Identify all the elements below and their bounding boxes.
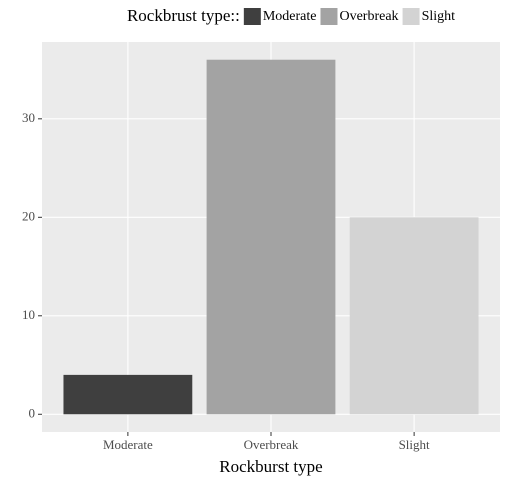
x-tick-label: Overbreak — [244, 437, 299, 452]
legend-label: Overbreak — [339, 9, 398, 24]
legend-label: Moderate — [263, 9, 317, 24]
y-tick-label: 10 — [22, 307, 35, 322]
x-tick-label: Moderate — [103, 437, 153, 452]
y-tick-label: 30 — [22, 110, 35, 125]
bar — [206, 59, 336, 415]
legend-key — [320, 8, 338, 25]
y-tick-label: 20 — [22, 208, 35, 223]
legend-key — [243, 8, 261, 25]
bar — [349, 217, 479, 415]
bar — [63, 374, 193, 415]
x-tick-label: Slight — [399, 437, 430, 452]
y-tick-label: 0 — [29, 405, 36, 420]
legend-title: Rockbrust type:: — [127, 6, 240, 25]
legend-label: Slight — [422, 9, 456, 24]
x-axis-title: Rockburst type — [219, 457, 322, 476]
legend-key — [402, 8, 420, 25]
